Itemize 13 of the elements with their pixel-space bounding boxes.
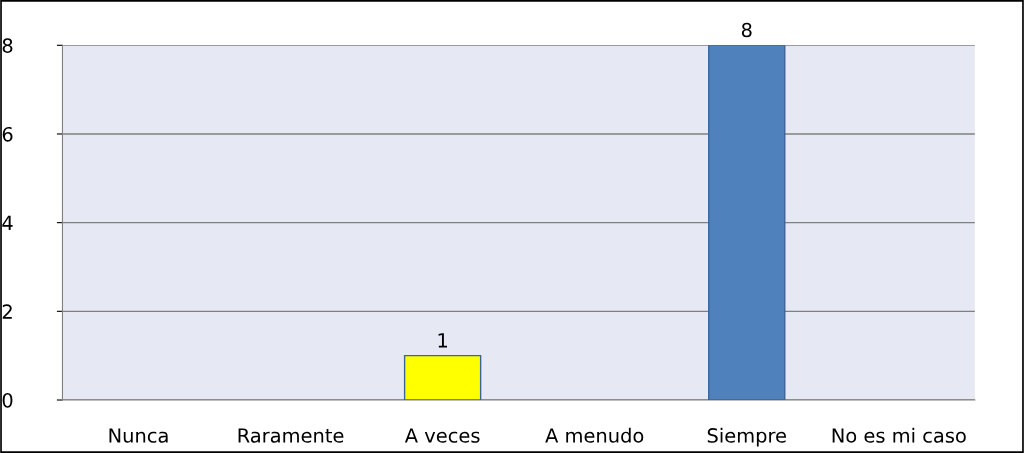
- data-label: 1: [438, 333, 448, 348]
- y-tick-label: 4: [2, 215, 13, 231]
- x-tick-label: No es mi caso: [832, 427, 966, 443]
- x-tick-label: A veces: [404, 428, 480, 443]
- x-tick-label: Nunca: [109, 428, 168, 443]
- y-tick-label: 0: [2, 392, 13, 408]
- y-tick-label: 2: [2, 304, 12, 319]
- data-label: 8: [741, 22, 752, 38]
- y-tick-label: 8: [2, 38, 13, 53]
- x-tick-label: Siempre: [707, 427, 786, 447]
- x-tick-label: Raramente: [238, 428, 344, 443]
- x-tick-label: A menudo: [545, 427, 644, 443]
- y-tick-label: 6: [2, 126, 13, 142]
